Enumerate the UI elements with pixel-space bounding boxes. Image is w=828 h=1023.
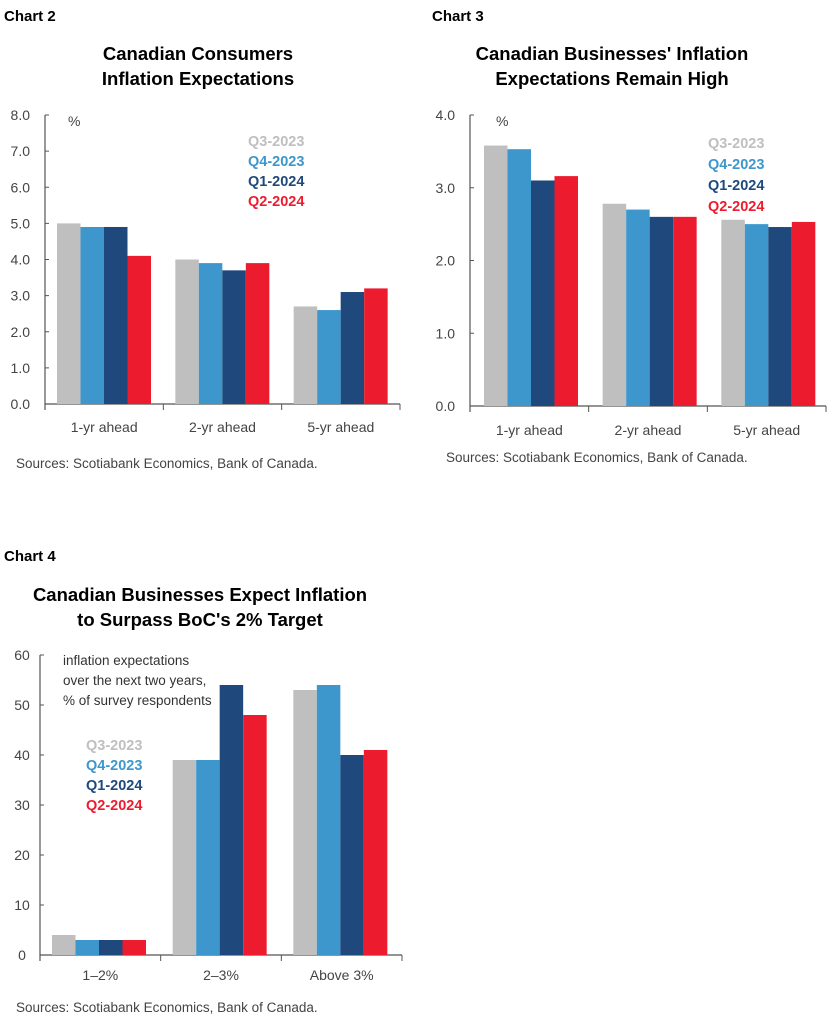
y-tick-label: 1.0 <box>436 325 456 341</box>
chart-label: Chart 3 <box>432 8 484 25</box>
bar-q2-2024 <box>127 255 151 404</box>
bar-q4-2023 <box>507 149 531 406</box>
x-tick-label: 2–3% <box>203 967 239 983</box>
legend-entry: Q4-2023 <box>248 154 304 170</box>
y-tick-label: 20 <box>14 847 30 863</box>
x-tick-label: 5-yr ahead <box>307 419 374 435</box>
y-tick-label: 40 <box>14 747 30 763</box>
y-tick-label: 8.0 <box>11 107 31 123</box>
bar-q1-2024 <box>768 227 792 406</box>
bar-q1-2024 <box>104 226 128 404</box>
bar-q2-2024 <box>791 221 816 406</box>
unit-label: % <box>496 113 508 129</box>
bar-q3-2023 <box>293 306 318 404</box>
y-tick-label: 7.0 <box>11 143 31 159</box>
y-tick-label: 0.0 <box>11 396 31 412</box>
bar-q2-2024 <box>364 288 388 404</box>
bar-q1-2024 <box>222 270 246 404</box>
y-tick-label: 10 <box>14 897 30 913</box>
bar-q3-2023 <box>293 690 317 955</box>
bar-q1-2024 <box>219 685 244 955</box>
x-tick-label: Above 3% <box>310 967 374 983</box>
bar-q1-2024 <box>531 180 555 406</box>
bar-q2-2024 <box>245 263 270 404</box>
legend-entry: Q3-2023 <box>86 738 142 754</box>
bar-q1-2024 <box>99 940 123 955</box>
bar-q3-2023 <box>57 223 81 404</box>
source-note: Sources: Scotiabank Economics, Bank of C… <box>16 456 318 471</box>
legend-entry: Q4-2023 <box>708 157 764 173</box>
chart-title: Expectations Remain High <box>495 68 728 89</box>
chart-title: Canadian Consumers <box>103 43 293 64</box>
unit-label: % <box>68 113 80 129</box>
bar-q4-2023 <box>80 226 104 404</box>
legend-entry: Q1-2024 <box>86 778 142 794</box>
source-note: Sources: Scotiabank Economics, Bank of C… <box>16 1000 318 1015</box>
legend-entry: Q1-2024 <box>248 174 304 190</box>
legend-entry: Q3-2023 <box>708 136 764 152</box>
chart-note: over the next two years, <box>63 673 206 688</box>
chart-title: Canadian Businesses Expect Inflation <box>33 584 367 605</box>
x-tick-label: 1–2% <box>82 967 118 983</box>
y-tick-label: 30 <box>14 797 30 813</box>
bar-q4-2023 <box>198 263 223 404</box>
legend-entry: Q2-2024 <box>86 798 142 814</box>
x-tick-label: 2-yr ahead <box>615 422 682 438</box>
bar-q2-2024 <box>243 715 267 955</box>
chart-label: Chart 2 <box>4 8 56 25</box>
y-tick-label: 2.0 <box>11 324 31 340</box>
bar-q3-2023 <box>721 219 745 406</box>
chart-3: Chart 3 Canadian Businesses' Inflation Exp… <box>432 8 827 465</box>
legend-entry: Q2-2024 <box>248 194 304 210</box>
bar-q3-2023 <box>484 145 508 406</box>
y-tick-label: 5.0 <box>11 215 31 231</box>
bar-q2-2024 <box>363 750 388 955</box>
y-tick-label: 6.0 <box>11 179 31 195</box>
chart-note: % of survey respondents <box>63 693 212 708</box>
y-tick-label: 0.0 <box>436 398 456 414</box>
y-tick-label: 0 <box>18 947 26 963</box>
legend-entry: Q4-2023 <box>86 758 142 774</box>
y-tick-label: 50 <box>14 697 30 713</box>
bar-q4-2023 <box>317 310 341 404</box>
bar-q4-2023 <box>75 940 99 955</box>
y-tick-label: 60 <box>14 647 30 663</box>
source-note: Sources: Scotiabank Economics, Bank of C… <box>446 450 748 465</box>
x-tick-label: 1-yr ahead <box>71 419 138 435</box>
y-tick-label: 4.0 <box>11 252 31 268</box>
bar-q4-2023 <box>316 685 341 955</box>
bar-q3-2023 <box>602 203 627 406</box>
bar-q3-2023 <box>52 935 76 955</box>
y-tick-label: 3.0 <box>436 180 456 196</box>
y-tick-label: 2.0 <box>436 253 456 269</box>
chart-label: Chart 4 <box>4 548 56 565</box>
bar-q2-2024 <box>122 940 146 955</box>
bar-q1-2024 <box>649 216 674 406</box>
x-tick-label: 1-yr ahead <box>496 422 563 438</box>
x-tick-label: 2-yr ahead <box>189 419 256 435</box>
chart-title: to Surpass BoC's 2% Target <box>77 609 323 630</box>
y-tick-label: 4.0 <box>436 107 456 123</box>
bar-q1-2024 <box>340 755 364 955</box>
bar-q3-2023 <box>172 760 197 955</box>
chart-note: inflation expectations <box>63 653 189 668</box>
bar-q4-2023 <box>626 209 650 406</box>
bar-q4-2023 <box>196 760 220 955</box>
bar-q2-2024 <box>554 176 578 406</box>
legend-entry: Q1-2024 <box>708 178 764 194</box>
chart-title: Canadian Businesses' Inflation <box>476 43 749 64</box>
y-tick-label: 3.0 <box>11 288 31 304</box>
bar-q2-2024 <box>673 216 697 406</box>
chart-4: Chart 4 Canadian Businesses Expect Inflat… <box>4 548 403 1015</box>
chart-2: Chart 2 Canadian Consumers Inflation Expec… <box>4 8 401 471</box>
bar-q4-2023 <box>744 224 769 406</box>
bar-q1-2024 <box>340 292 365 404</box>
chart-title: Inflation Expectations <box>102 68 294 89</box>
y-tick-label: 1.0 <box>11 360 31 376</box>
x-tick-label: 5-yr ahead <box>733 422 800 438</box>
bar-q3-2023 <box>175 259 199 404</box>
legend-entry: Q2-2024 <box>708 199 764 215</box>
legend-entry: Q3-2023 <box>248 134 304 150</box>
